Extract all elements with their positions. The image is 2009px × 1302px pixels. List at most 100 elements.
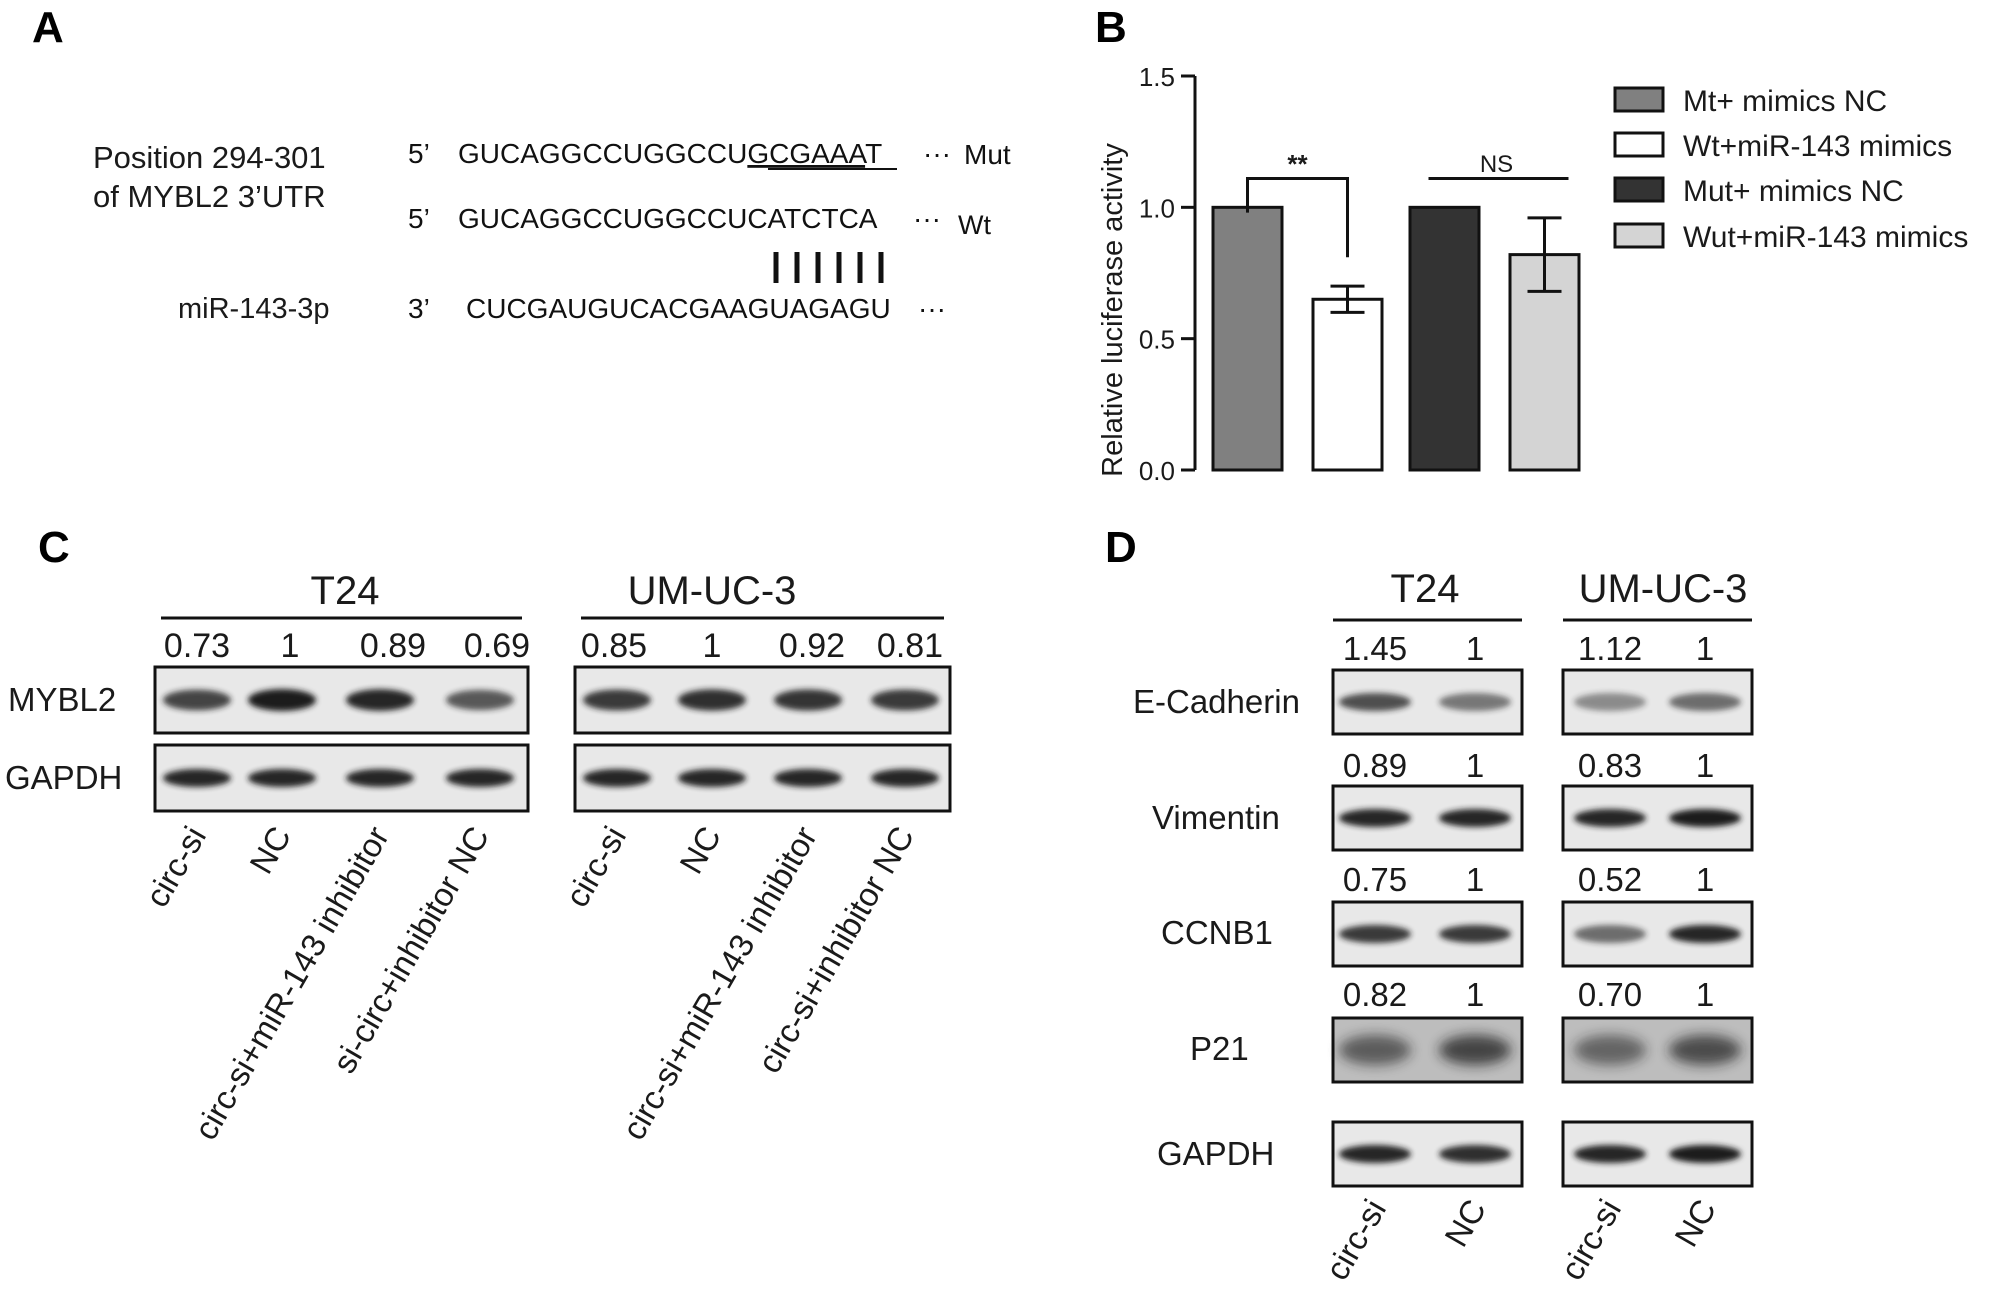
densitometry-value: 0.89 <box>360 627 426 665</box>
protein-band <box>248 689 316 711</box>
protein-band <box>163 689 231 711</box>
densitometry-value: 0.81 <box>877 627 943 665</box>
protein-band <box>1574 1035 1646 1065</box>
y-tick-label: 1.0 <box>1139 193 1175 223</box>
panel-label-b: B <box>1095 3 1127 52</box>
lane-label: NC <box>1667 1193 1723 1253</box>
legend-swatch <box>1613 86 1665 113</box>
densitometry-value: 0.73 <box>164 627 230 665</box>
densitometry-value: 1 <box>1466 976 1484 1013</box>
densitometry-value: 0.92 <box>779 627 845 665</box>
lane-label: circ-si <box>558 820 633 913</box>
significance-bracket <box>1246 176 1349 258</box>
lane-label: NC <box>1437 1193 1493 1253</box>
protein-band <box>678 689 746 711</box>
protein-band <box>774 689 842 711</box>
protein-label: MYBL2 <box>8 681 116 718</box>
blot-vimentin <box>1561 784 1754 852</box>
blot-gapdh <box>1561 1120 1754 1188</box>
lane-label: NC <box>242 820 298 880</box>
bar <box>1211 205 1284 472</box>
mybl2-blot <box>573 665 952 735</box>
protein-label: E-Cadherin <box>1133 683 1300 720</box>
mir-dots: ··· <box>918 293 946 324</box>
bar <box>1311 297 1384 472</box>
mybl2-blot <box>153 665 530 735</box>
densitometry-value: 1 <box>1696 976 1714 1013</box>
lane-label: circ-si+miR-143 inhibitor <box>615 820 824 1146</box>
densitometry-value: 0.85 <box>581 627 647 665</box>
legend-swatch <box>1613 222 1665 249</box>
blot-group-title: UM-UC-3 <box>1579 567 1748 611</box>
protein-band <box>1339 1035 1411 1065</box>
legend-swatch <box>1613 176 1665 203</box>
significance-annotations: ** NS <box>1246 149 1569 258</box>
protein-band <box>1439 925 1511 943</box>
y-tick-label: 1.5 <box>1139 62 1175 92</box>
protein-band <box>1574 809 1646 827</box>
protein-band <box>583 769 651 787</box>
protein-band <box>583 689 651 711</box>
protein-band <box>1339 809 1411 827</box>
mut-dots: ··· <box>923 138 951 169</box>
blot-e-cadherin <box>1331 668 1524 736</box>
protein-band <box>1439 1145 1511 1163</box>
protein-label: GAPDH <box>5 759 122 796</box>
legend-label: Wt+miR-143 mimics <box>1683 130 1952 163</box>
protein-band <box>871 689 939 711</box>
blot-e-cadherin <box>1561 668 1754 736</box>
protein-band <box>346 689 414 711</box>
blot-gapdh <box>1331 1120 1524 1188</box>
panel-label-a: A <box>32 3 64 52</box>
protein-band <box>1574 1145 1646 1163</box>
densitometry-value: 0.69 <box>464 627 530 665</box>
base-pairing-bars <box>773 252 884 283</box>
densitometry-value: 1 <box>1696 630 1714 667</box>
mir-prime: 3’ <box>408 293 430 324</box>
wt-dots: ··· <box>913 203 941 234</box>
y-tick-label: 0.0 <box>1139 456 1175 486</box>
protein-band <box>1339 1145 1411 1163</box>
panel-a-sequence-alignment: Position 294-301 of MYBL2 3’UTR 5’ GUCAG… <box>93 138 1011 325</box>
protein-band <box>1339 925 1411 943</box>
panel-d-western-blot: T24 UM-UC-3 E-Cadherin 1.45 1 1.12 1 Vimentin 0.… <box>1133 567 1754 1286</box>
bar <box>1408 205 1481 472</box>
densitometry-value: 0.52 <box>1578 861 1642 898</box>
densitometry-value: 0.89 <box>1343 747 1407 784</box>
protein-band <box>1574 925 1646 943</box>
legend-label: Mt+ mimics NC <box>1683 85 1887 118</box>
mut-seq-tail: T <box>865 138 882 169</box>
densitometry-value: 0.70 <box>1578 976 1642 1013</box>
protein-band <box>1669 693 1741 711</box>
lane-label: circ-si <box>1553 1193 1628 1286</box>
densitometry-value: 1 <box>1466 861 1484 898</box>
mut-prime: 5’ <box>408 138 430 169</box>
blot-group-title: UM-UC-3 <box>628 569 797 613</box>
gapdh-blot <box>153 743 530 813</box>
wt-label: Wt <box>958 210 991 240</box>
protein-band <box>248 769 316 787</box>
mir-name: miR-143-3p <box>178 293 330 325</box>
blot-ccnb1 <box>1331 900 1524 968</box>
blot-group-title: T24 <box>1391 567 1460 611</box>
protein-label: CCNB1 <box>1161 914 1273 951</box>
densitometry-value: 1 <box>1466 630 1484 667</box>
blot-vimentin <box>1331 784 1524 852</box>
densitometry-value: 0.82 <box>1343 976 1407 1013</box>
protein-band <box>346 769 414 787</box>
protein-band <box>1669 1035 1741 1065</box>
y-axis-label: Relative luciferase activity <box>1097 143 1129 477</box>
panel-label-c: C <box>38 523 70 572</box>
protein-band <box>1439 809 1511 827</box>
protein-band <box>163 769 231 787</box>
position-label-line1: Position 294-301 <box>93 140 326 175</box>
protein-band <box>1669 1145 1741 1163</box>
densitometry-value: 1.45 <box>1343 630 1407 667</box>
lane-label: circ-si <box>1318 1193 1393 1286</box>
position-label-line2: of MYBL2 3’UTR <box>93 179 326 214</box>
wt-prime: 5’ <box>408 203 430 234</box>
panel-label-d: D <box>1105 523 1137 572</box>
protein-band <box>1339 693 1411 711</box>
densitometry-value: 0.83 <box>1578 747 1642 784</box>
